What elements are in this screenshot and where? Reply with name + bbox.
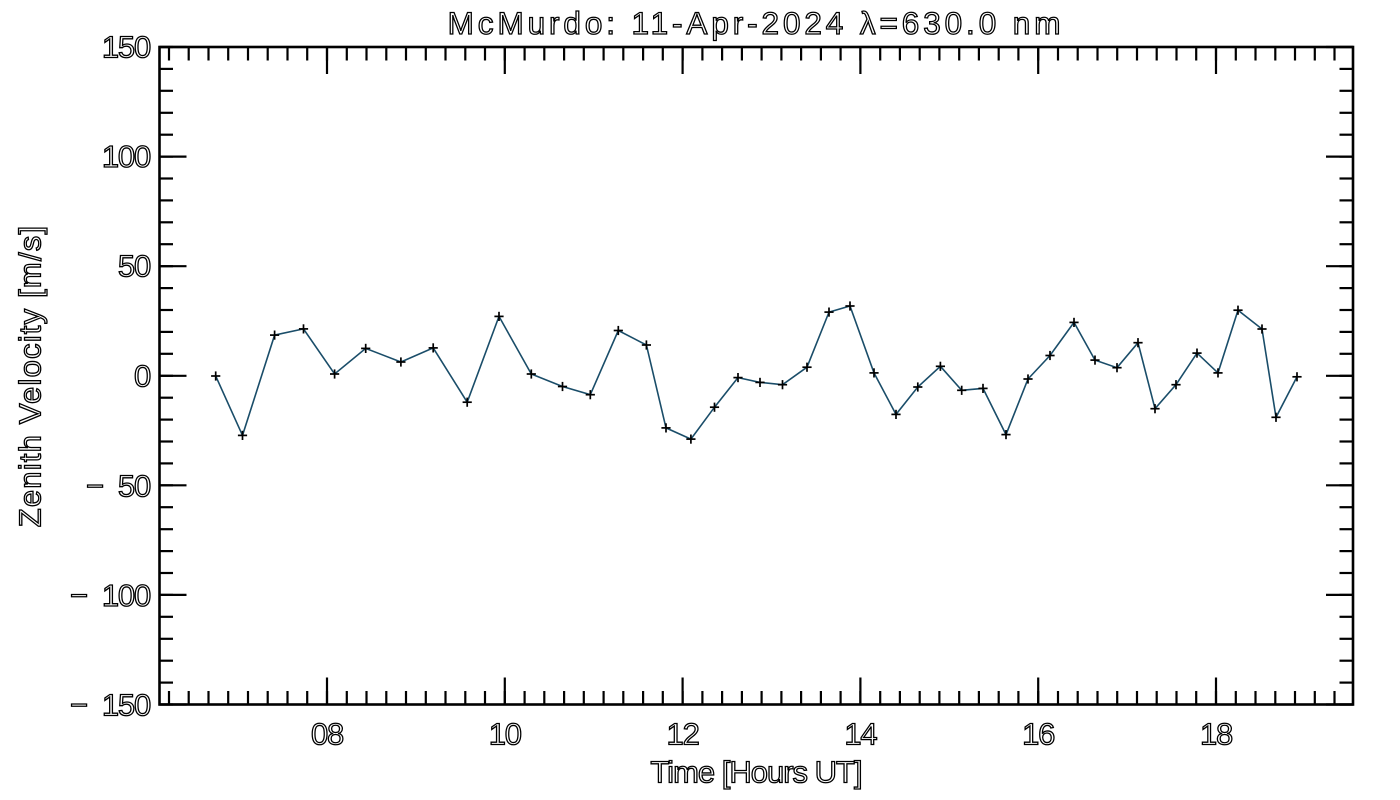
- svg-text:50: 50: [118, 249, 151, 284]
- svg-text:Time [Hours UT]: Time [Hours UT]: [650, 754, 861, 789]
- svg-text:−50: −50: [86, 468, 151, 503]
- svg-text:08: 08: [311, 716, 343, 751]
- svg-text:0: 0: [134, 358, 151, 393]
- svg-text:100: 100: [102, 139, 151, 174]
- svg-text:McMurdo: 11-Apr-2024 λ=630.0 n: McMurdo: 11-Apr-2024 λ=630.0 nm: [448, 5, 1065, 41]
- svg-text:14: 14: [844, 716, 877, 751]
- svg-text:10: 10: [489, 716, 522, 751]
- svg-text:−100: −100: [70, 577, 151, 612]
- svg-text:18: 18: [1200, 716, 1232, 751]
- svg-text:16: 16: [1022, 716, 1054, 751]
- svg-text:Zenith Velocity [m/s]: Zenith Velocity [m/s]: [13, 225, 48, 528]
- svg-text:150: 150: [102, 30, 151, 65]
- svg-text:−150: −150: [70, 687, 151, 722]
- svg-text:12: 12: [667, 716, 699, 751]
